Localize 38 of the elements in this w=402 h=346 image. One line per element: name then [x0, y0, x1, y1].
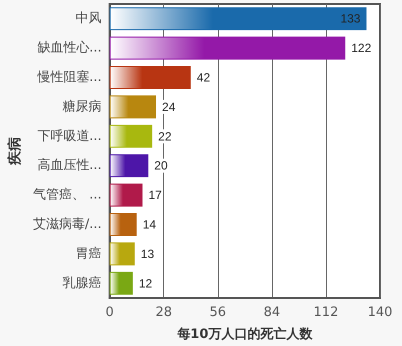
data-label: 42	[196, 70, 210, 84]
data-label: 122	[351, 41, 372, 56]
bar	[110, 154, 148, 178]
data-label: 13	[140, 246, 154, 261]
x-tick-label: 112	[314, 305, 338, 320]
bar	[110, 36, 346, 60]
y-tick-label: 艾滋病毒/...	[32, 217, 102, 232]
x-tick-label: 56	[210, 305, 226, 320]
bar	[110, 95, 156, 118]
y-tick-label: 糖尿病	[62, 99, 102, 114]
x-tick-label: 140	[368, 305, 392, 320]
data-label: 24	[162, 100, 176, 114]
data-label: 22	[158, 129, 172, 144]
bar	[110, 242, 135, 266]
bar	[110, 66, 191, 89]
y-tick-label: 缺血性心...	[37, 40, 102, 56]
bar	[110, 7, 366, 30]
bar	[110, 272, 133, 295]
y-tick-label: 乳腺癌	[62, 276, 102, 291]
y-tick-label: 慢性阻塞...	[36, 69, 102, 85]
bar	[110, 124, 152, 148]
data-label: 133	[340, 12, 361, 26]
data-label: 14	[142, 218, 156, 232]
x-tick-label: 28	[155, 305, 172, 320]
data-label: 20	[154, 158, 168, 173]
x-tick-label: 84	[264, 305, 280, 320]
y-tick-label: 高血压性...	[37, 157, 102, 174]
y-tick-label: 胃癌	[76, 246, 102, 262]
bar	[110, 213, 137, 236]
y-axis-title: 疾病	[6, 137, 23, 166]
bar	[110, 184, 142, 207]
y-tick-label: 气管癌、 ...	[33, 188, 102, 203]
x-axis-title: 每10万人口的死亡人数	[176, 326, 314, 342]
y-tick-label: 下呼吸道...	[37, 128, 102, 144]
data-label: 17	[148, 188, 162, 202]
data-label: 12	[138, 276, 153, 290]
x-tick-label: 0	[106, 305, 114, 320]
y-tick-label: 中风	[76, 11, 102, 26]
